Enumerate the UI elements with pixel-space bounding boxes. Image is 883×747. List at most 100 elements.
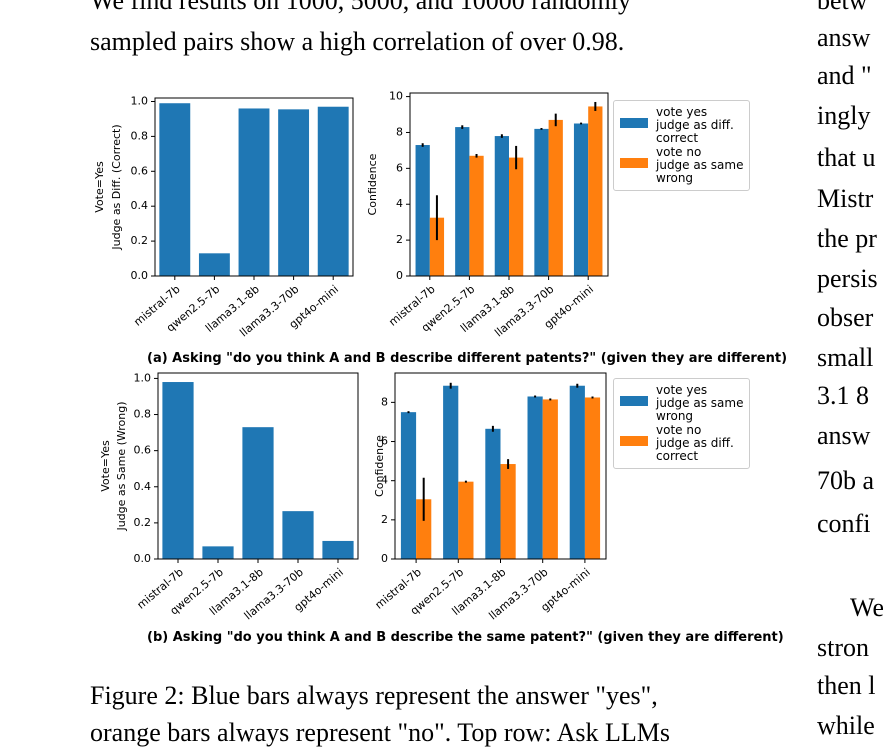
text-line: and " xyxy=(817,61,872,90)
bar xyxy=(542,399,558,559)
bar xyxy=(569,385,585,559)
legend-entry: vote yes judge as diff. correct xyxy=(620,106,743,145)
bar xyxy=(429,217,445,276)
plot-frame xyxy=(157,372,359,560)
bar xyxy=(443,385,459,559)
text-line: confi xyxy=(817,509,871,538)
bar xyxy=(458,481,474,559)
legend-label: vote no judge as same wrong xyxy=(656,145,744,185)
text-line: sampled pairs show a high correlation of… xyxy=(90,27,625,56)
y-axis-label: Vote=Yes xyxy=(99,440,112,492)
y-tick-label: 0.0 xyxy=(131,269,149,282)
y-tick-label: 0.4 xyxy=(134,480,152,493)
y-tick-label: 6 xyxy=(381,435,388,448)
bar xyxy=(500,464,516,559)
text-line: answ xyxy=(817,23,871,52)
y-tick-label: 4 xyxy=(381,474,388,487)
bar xyxy=(548,119,563,276)
bar xyxy=(162,382,194,559)
legend: vote yes judge as diff. correct vote no j… xyxy=(613,100,751,191)
text-line: We xyxy=(850,593,883,622)
text-line: ingly xyxy=(817,101,871,130)
bar xyxy=(416,499,432,559)
bar xyxy=(415,145,430,276)
y-tick-label: 2 xyxy=(396,233,403,246)
y-tick-label: 8 xyxy=(381,395,388,408)
text-line: 70b a xyxy=(817,466,875,495)
plot-frame xyxy=(394,372,607,560)
y-tick-label: 4 xyxy=(396,197,403,210)
y-tick-label: 8 xyxy=(396,125,403,138)
y-tick-label: 2 xyxy=(381,513,388,526)
bar xyxy=(198,253,230,276)
legend: vote yes judge as same wrong vote no judg… xyxy=(613,378,751,469)
bar xyxy=(238,108,270,277)
y-axis-label: Confidence xyxy=(366,153,379,215)
text-line: stron xyxy=(817,633,869,662)
text-line: betw xyxy=(817,0,868,15)
legend-swatch xyxy=(620,396,648,406)
legend-entry: vote yes judge as same wrong xyxy=(620,384,743,423)
y-axis-label: Judge as Same (Wrong) xyxy=(115,401,128,531)
text-line: 3.1 8 xyxy=(817,381,869,410)
y-axis-label: Confidence xyxy=(373,435,386,497)
bar xyxy=(584,397,601,559)
text-line: We find results on 1000, 5000, and 10000… xyxy=(90,0,631,15)
legend-swatch xyxy=(620,158,648,168)
bar xyxy=(509,157,524,276)
y-tick-label: 0.8 xyxy=(131,129,149,142)
text-line: persis xyxy=(817,264,878,293)
text-line: then l xyxy=(817,671,876,700)
y-tick-label: 0.8 xyxy=(134,408,152,421)
bar xyxy=(469,155,484,276)
bar xyxy=(317,106,349,276)
text-line: small xyxy=(817,343,874,372)
y-tick-label: 0.2 xyxy=(134,516,152,529)
bar xyxy=(159,103,191,276)
y-tick-label: 0 xyxy=(381,552,388,565)
y-tick-label: 6 xyxy=(396,161,403,174)
text-line: Mistr xyxy=(817,184,874,213)
y-tick-label: 0.2 xyxy=(131,234,149,247)
legend-swatch xyxy=(620,118,648,128)
plot-frame xyxy=(409,92,609,277)
text-line: obser xyxy=(817,303,874,332)
y-tick-label: 1.0 xyxy=(134,371,152,384)
bar xyxy=(202,546,234,559)
bar xyxy=(278,109,310,276)
subcaption: (a) Asking "do you think A and B describ… xyxy=(147,351,788,366)
bar xyxy=(282,511,314,559)
y-tick-label: 0.4 xyxy=(131,199,149,212)
text-line: the pr xyxy=(817,224,877,253)
legend-label: vote no judge as diff. correct xyxy=(656,423,734,463)
text-line: while xyxy=(817,711,875,740)
y-axis-label: Judge as Diff. (Correct) xyxy=(110,124,123,250)
legend-swatch xyxy=(620,436,648,446)
bar xyxy=(573,123,589,276)
y-tick-label: 10 xyxy=(389,90,403,103)
text-line: that u xyxy=(817,143,876,172)
bar xyxy=(455,127,470,277)
y-tick-label: 0 xyxy=(396,269,403,282)
plot-frame xyxy=(154,97,354,277)
bar xyxy=(527,396,543,559)
legend-label: vote yes judge as same wrong xyxy=(656,383,744,423)
bar xyxy=(242,427,274,559)
bar xyxy=(322,540,354,559)
legend-label: vote yes judge as diff. correct xyxy=(656,105,734,145)
text-line: answ xyxy=(817,421,871,450)
subcaption: (b) Asking "do you think A and B describ… xyxy=(147,630,784,645)
bar xyxy=(588,106,603,277)
y-tick-label: 0.6 xyxy=(131,164,149,177)
bar xyxy=(485,428,501,559)
y-axis-label: Vote=Yes xyxy=(93,161,106,213)
caption-line: Figure 2: Blue bars always represent the… xyxy=(90,681,658,710)
y-tick-label: 0.0 xyxy=(134,552,152,565)
bar xyxy=(494,136,509,276)
bar xyxy=(534,128,549,276)
legend-entry: vote no judge as same wrong xyxy=(620,146,743,185)
y-tick-label: 0.6 xyxy=(134,444,152,457)
bar xyxy=(400,412,417,559)
